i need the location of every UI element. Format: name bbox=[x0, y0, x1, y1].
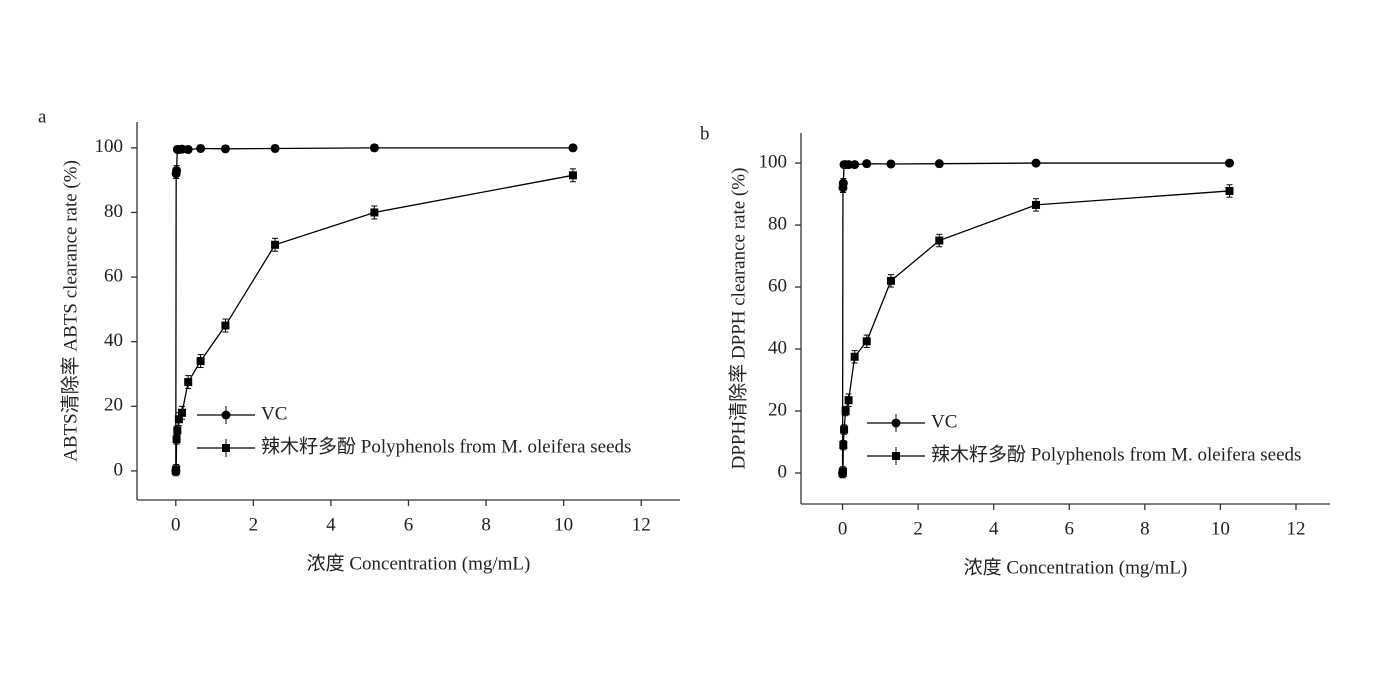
marker bbox=[568, 171, 577, 180]
panel-label: b bbox=[700, 123, 710, 144]
marker bbox=[850, 160, 860, 170]
legend-marker bbox=[222, 444, 230, 452]
marker bbox=[271, 240, 280, 249]
x-tick-label: 4 bbox=[989, 518, 999, 539]
marker bbox=[862, 159, 872, 169]
marker bbox=[1225, 186, 1234, 195]
legend-label: VC bbox=[931, 411, 957, 432]
y-tick-label: 40 bbox=[104, 330, 123, 351]
y-axis-label: DPPH清除率 DPPH clearance rate (%) bbox=[727, 168, 749, 470]
marker bbox=[183, 144, 193, 154]
marker bbox=[184, 378, 193, 387]
marker bbox=[1032, 200, 1041, 209]
series-line bbox=[175, 174, 574, 472]
series-line bbox=[841, 190, 1230, 474]
marker bbox=[221, 321, 230, 330]
legend-marker bbox=[891, 418, 901, 428]
panel: 0 20 40 60 80 100 0 2 4 6 8 10 12 a 浓度 Concentration (… bbox=[38, 106, 680, 574]
y-tick-label: 100 bbox=[759, 151, 788, 172]
x-tick-label: 10 bbox=[1211, 518, 1230, 539]
marker bbox=[174, 415, 183, 424]
x-tick-label: 12 bbox=[1286, 518, 1305, 539]
x-axis-label: 浓度 Concentration (mg/mL) bbox=[307, 552, 531, 574]
legend-marker bbox=[892, 452, 900, 460]
x-tick-label: 4 bbox=[326, 514, 336, 535]
y-tick-label: 60 bbox=[104, 265, 123, 286]
marker bbox=[1224, 158, 1234, 168]
marker bbox=[1031, 158, 1041, 168]
legend-label: VC bbox=[261, 403, 287, 424]
panel: 0 20 40 60 80 100 0 2 4 6 8 10 12 b 浓度 Concentration (… bbox=[700, 123, 1330, 578]
marker bbox=[839, 441, 848, 450]
marker bbox=[840, 425, 849, 434]
y-tick-label: 20 bbox=[768, 399, 787, 420]
x-tick-label: 2 bbox=[913, 518, 923, 539]
marker bbox=[196, 357, 205, 366]
y-tick-label: 0 bbox=[778, 461, 788, 482]
y-tick-label: 80 bbox=[768, 213, 787, 234]
x-tick-label: 12 bbox=[632, 514, 651, 535]
legend-marker bbox=[221, 410, 231, 420]
x-tick-label: 2 bbox=[249, 514, 259, 535]
x-tick-label: 10 bbox=[554, 514, 573, 535]
x-tick-label: 6 bbox=[1065, 518, 1075, 539]
marker bbox=[172, 435, 181, 444]
marker bbox=[172, 165, 182, 175]
panel-label: a bbox=[38, 106, 47, 127]
marker bbox=[173, 426, 182, 435]
marker bbox=[844, 396, 853, 405]
x-axis-label: 浓度 Concentration (mg/mL) bbox=[964, 556, 1188, 578]
marker bbox=[934, 159, 944, 169]
y-axis-label: ABTS清除率 ABTS clearance rate (%) bbox=[59, 160, 81, 462]
x-tick-label: 8 bbox=[1140, 518, 1150, 539]
marker bbox=[862, 337, 871, 346]
y-tick-label: 40 bbox=[768, 337, 787, 358]
y-tick-label: 80 bbox=[104, 201, 123, 222]
marker bbox=[220, 144, 230, 154]
marker bbox=[370, 208, 379, 217]
y-tick-label: 0 bbox=[114, 459, 124, 480]
marker bbox=[196, 143, 206, 153]
marker bbox=[270, 143, 280, 153]
marker bbox=[886, 159, 896, 169]
marker bbox=[172, 465, 181, 474]
marker bbox=[568, 143, 578, 153]
x-tick-label: 0 bbox=[838, 518, 848, 539]
marker bbox=[369, 143, 379, 153]
legend-label: 辣木籽多酚 Polyphenols from M. oleifera seeds bbox=[931, 443, 1301, 465]
marker bbox=[935, 236, 944, 245]
y-tick-label: 100 bbox=[95, 136, 124, 157]
marker bbox=[177, 408, 186, 417]
marker bbox=[838, 178, 848, 188]
x-tick-label: 6 bbox=[404, 514, 414, 535]
x-tick-label: 8 bbox=[481, 514, 491, 535]
legend-label: 辣木籽多酚 Polyphenols from M. oleifera seeds bbox=[261, 435, 631, 457]
y-tick-label: 20 bbox=[104, 395, 123, 416]
x-tick-label: 0 bbox=[171, 514, 181, 535]
marker bbox=[886, 276, 895, 285]
marker bbox=[838, 467, 847, 476]
marker bbox=[841, 407, 850, 416]
y-tick-label: 60 bbox=[768, 275, 787, 296]
marker bbox=[850, 352, 859, 361]
